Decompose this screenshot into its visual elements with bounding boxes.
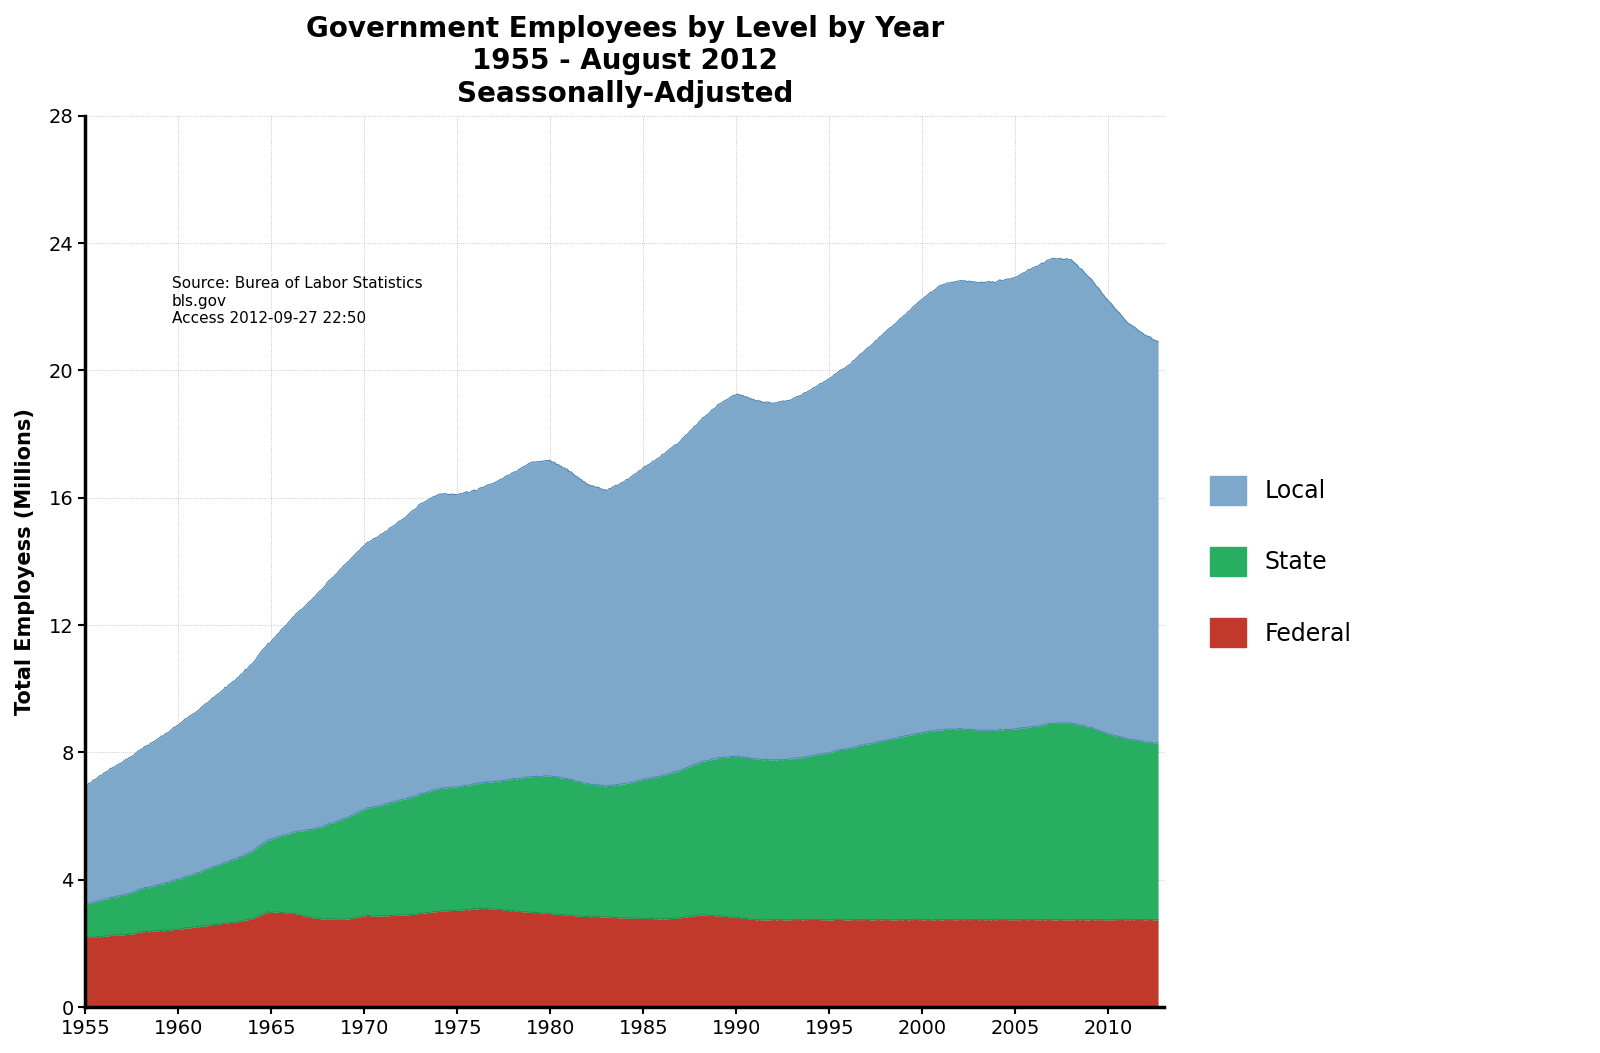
Text: Source: Burea of Labor Statistics
bls.gov
Access 2012-09-27 22:50: Source: Burea of Labor Statistics bls.go…	[171, 276, 422, 326]
Y-axis label: Total Employess (Millions): Total Employess (Millions)	[14, 408, 35, 715]
Legend: Local, State, Federal: Local, State, Federal	[1187, 452, 1376, 671]
Title: Government Employees by Level by Year
1955 - August 2012
Seassonally-Adjusted: Government Employees by Level by Year 19…	[306, 15, 944, 107]
